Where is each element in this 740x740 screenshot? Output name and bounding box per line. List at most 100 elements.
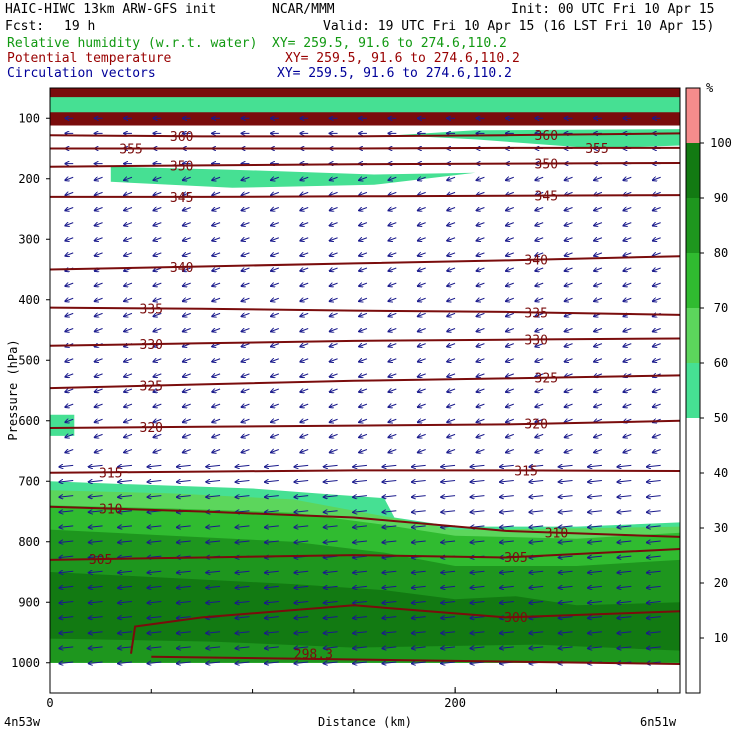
circulation-vector-755 [647,647,661,649]
circulation-vector-88 [183,177,191,180]
circulation-vector-189 [65,253,74,256]
circulation-vector-539 [470,496,485,498]
circulation-vector-647 [559,571,573,573]
circulation-vector-154 [271,223,279,226]
circulation-vector-503 [647,465,661,467]
colorbar-tick-label-20: 20 [714,576,728,590]
x-axis-label: Distance (km) [318,715,412,729]
circulation-vector-545 [647,496,661,498]
circulation-vector-463 [95,450,103,453]
circulation-vector-681 [324,602,338,604]
circulation-vector-185 [565,238,573,241]
circulation-vector-687 [500,602,514,604]
circulation-vector-294 [65,329,74,332]
circulation-vector-497 [470,465,485,467]
circulation-vector-478 [535,450,544,453]
circulation-vector-735 [59,647,74,649]
circulation-vector-354 [594,359,603,362]
circulation-vector-87 [153,177,162,180]
circulation-vector-464 [124,450,133,453]
circulation-vector-173 [212,238,221,241]
circulation-vector-736 [89,647,103,649]
theta-contour-350 [50,162,680,168]
circulation-vector-341 [212,359,221,362]
circulation-vector-245 [476,283,485,286]
circulation-vector-501 [588,465,602,467]
circulation-vector-149 [124,223,133,226]
circulation-vector-389 [388,389,397,392]
circulation-vector-364 [271,374,279,377]
circulation-vector-183 [506,238,514,241]
circulation-vector-378 [65,389,74,392]
circulation-vector-197 [300,253,309,256]
circulation-vector-311 [565,329,573,332]
circulation-vector-151 [183,223,191,226]
circulation-vector-455 [476,434,485,437]
circulation-vector-356 [653,359,661,362]
circulation-vector-626 [559,556,573,558]
circulation-vector-406 [271,404,279,407]
theta-contour-360 [50,132,680,138]
circulation-vector-136 [359,208,368,211]
circulation-vector-366 [330,374,338,377]
circulation-vector-207 [594,253,603,256]
circulation-vector-517 [441,481,456,483]
circulation-vector-494 [382,465,397,467]
circulation-vector-536 [382,496,397,498]
circulation-vector-556 [353,511,367,513]
circulation-vector-227 [565,268,573,271]
circulation-vector-636 [235,571,250,573]
circulation-vector-611 [118,556,133,558]
circulation-vector-258 [241,298,250,301]
circulation-vector-427 [271,419,279,422]
circulation-vector-575 [294,526,309,528]
circulation-vector-684 [412,602,426,604]
circulation-vector-527 [118,496,133,498]
field-rh-name: Relative humidity (w.r.t. water) [7,36,258,51]
circulation-vector-695 [118,617,133,619]
circulation-vector-432 [418,419,426,422]
circulation-vector-95 [388,177,397,180]
circulation-vector-157 [359,223,368,226]
circulation-vector-564 [588,511,602,513]
theta-contour-355 [50,146,680,150]
theta-label-305-1: 305 [504,551,527,566]
circulation-vector-639 [324,571,338,573]
circulation-vector-403 [183,404,191,407]
circulation-vector-107 [124,192,133,195]
circulation-vector-533 [294,496,309,498]
circulation-vector-651 [59,586,74,588]
circulation-vector-108 [153,192,162,195]
circulation-vector-265 [447,298,456,301]
y-tick-label-200: 200 [18,172,40,186]
circulation-vector-442 [95,434,103,437]
circulation-vector-191 [124,253,133,256]
circulation-vector-648 [588,571,602,573]
circulation-vector-762 [235,662,250,664]
circulation-vector-697 [177,617,191,619]
circulation-vector-204 [506,253,514,256]
circulation-vector-506 [118,481,133,483]
circulation-vector-712 [617,617,632,619]
theta-label-355-0: 355 [119,143,142,158]
circulation-vector-593 [206,541,221,543]
circulation-vector-492 [324,465,338,467]
circulation-vector-178 [359,238,368,241]
circulation-vector-750 [500,647,514,649]
circulation-vector-592 [177,541,191,543]
circulation-vector-327 [418,344,426,347]
circulation-vector-348 [418,359,426,362]
circulation-vector-447 [241,434,250,437]
circulation-vector-679 [265,602,279,604]
circulation-vector-683 [382,602,397,604]
circulation-vector-222 [418,268,426,271]
model-title: HAIC-HIWC 13km ARW-GFS init [5,2,217,17]
circulation-vector-704 [382,617,397,619]
circulation-vector-653 [118,586,133,588]
circulation-vector-731 [559,632,573,634]
circulation-vector-97 [447,177,456,180]
circulation-vector-459 [594,434,603,437]
circulation-vector-228 [594,268,603,271]
circulation-vector-535 [353,496,367,498]
circulation-vector-232 [95,283,103,286]
